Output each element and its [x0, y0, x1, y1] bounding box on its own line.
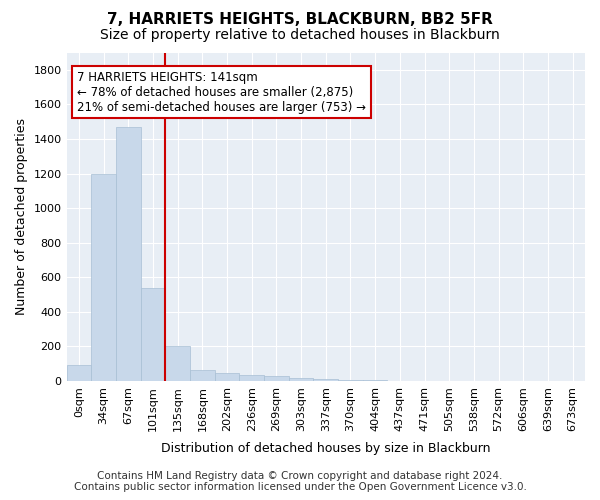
Bar [388, 380, 412, 381]
Text: 7, HARRIETS HEIGHTS, BLACKBURN, BB2 5FR: 7, HARRIETS HEIGHTS, BLACKBURN, BB2 5FR [107, 12, 493, 28]
Text: Size of property relative to detached houses in Blackburn: Size of property relative to detached ho… [100, 28, 500, 42]
Bar [363, 380, 388, 381]
Text: 7 HARRIETS HEIGHTS: 141sqm
← 78% of detached houses are smaller (2,875)
21% of s: 7 HARRIETS HEIGHTS: 141sqm ← 78% of deta… [77, 70, 366, 114]
Bar [338, 380, 363, 381]
Bar [190, 370, 215, 381]
Bar [67, 366, 91, 381]
Bar [313, 380, 338, 381]
Bar [116, 127, 140, 381]
Y-axis label: Number of detached properties: Number of detached properties [15, 118, 28, 316]
Bar [289, 378, 313, 381]
Bar [215, 373, 239, 381]
Bar [140, 288, 165, 381]
Bar [165, 346, 190, 381]
Text: Contains HM Land Registry data © Crown copyright and database right 2024.
Contai: Contains HM Land Registry data © Crown c… [74, 471, 526, 492]
Bar [264, 376, 289, 381]
Bar [91, 174, 116, 381]
X-axis label: Distribution of detached houses by size in Blackburn: Distribution of detached houses by size … [161, 442, 491, 455]
Bar [239, 375, 264, 381]
